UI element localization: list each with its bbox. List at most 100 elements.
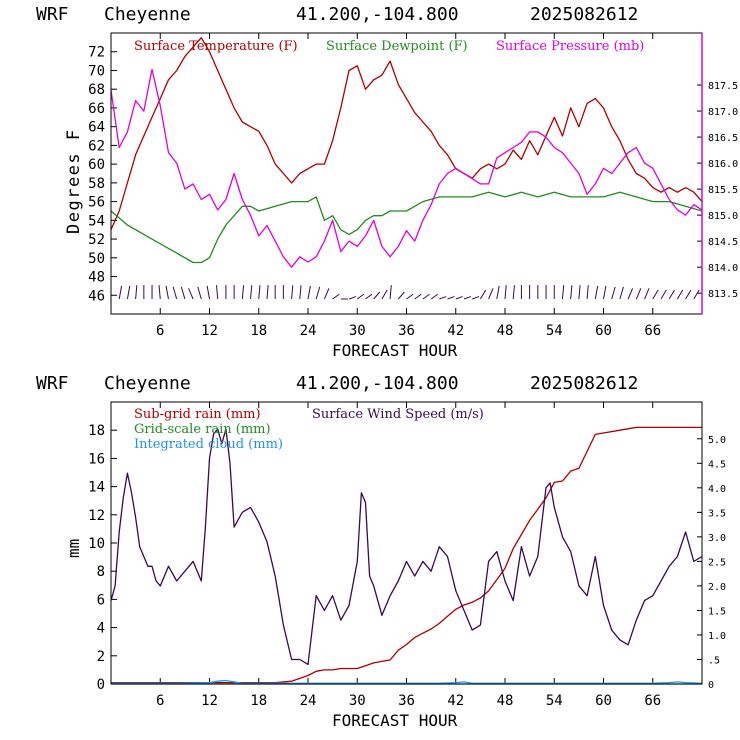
wind-barb: [299, 285, 302, 300]
y-tick-label: 54: [88, 213, 105, 229]
series-line-surface-pressure-mb: [110, 68, 703, 268]
y-tick-label: 70: [88, 63, 105, 79]
wind-barb: [660, 289, 667, 300]
wind-barb: [472, 296, 480, 300]
x-tick-label: 48: [497, 693, 514, 709]
wind-barb: [381, 289, 388, 300]
y2-tick-label: 816.5: [708, 133, 738, 144]
y2-tick-label: 815.5: [708, 185, 738, 196]
y-tick-label: 48: [88, 270, 105, 286]
wind-barb: [603, 285, 607, 300]
y-tick-label: 60: [88, 157, 105, 173]
y2-tick-label: 814.5: [708, 237, 738, 248]
chart2-header-run: 2025082612: [530, 373, 638, 394]
y2-tick-label: 817.0: [708, 107, 738, 118]
y-tick-label: 72: [88, 45, 105, 61]
wind-barb: [447, 296, 455, 300]
wind-barb: [180, 286, 186, 300]
wind-barb: [414, 293, 422, 300]
wind-barb: [215, 285, 219, 300]
chart1-header-station: Cheyenne: [104, 4, 191, 25]
chart1-header-run: 2025082612: [530, 4, 638, 25]
wind-barb: [635, 288, 642, 300]
series-line-integrated-cloud-mm: [111, 679, 703, 684]
legend-gridscale-rain: Grid-scale rain (mm): [134, 422, 271, 437]
wind-barb: [488, 288, 494, 300]
wind-barb: [118, 285, 123, 300]
y-tick-label: 10: [88, 536, 105, 552]
y-tick-label: 18: [88, 423, 105, 439]
x-tick-label: 66: [644, 693, 661, 709]
legend-surface-wind-speed: Surface Wind Speed (m/s): [312, 407, 484, 422]
x-tick-label: 18: [250, 323, 267, 339]
x-tick-label: 60: [595, 323, 612, 339]
series-line-surface-wind-speed-m-s: [110, 428, 703, 666]
wind-barb: [348, 296, 357, 300]
legend-subgrid-rain: Sub-grid rain (mm): [134, 407, 261, 422]
x-tick-label: 12: [201, 693, 218, 709]
y-tick-label: 2: [97, 649, 105, 665]
y-tick-label: 16: [88, 451, 105, 467]
series-line-surface-dewpoint-f: [110, 191, 703, 264]
wind-barb: [241, 285, 245, 300]
wind-barb: [479, 289, 487, 300]
y-tick-label: 14: [88, 480, 105, 496]
wind-barb: [430, 293, 438, 300]
y-tick-label: 68: [88, 82, 105, 98]
y2-tick-label: 2.5: [708, 557, 726, 568]
wind-barb: [323, 288, 330, 300]
wind-barb: [439, 296, 447, 300]
y-tick-label: 66: [88, 101, 105, 117]
wind-barb: [578, 285, 581, 300]
wind-barb: [315, 286, 321, 300]
series-line-surface-temperature-f: [110, 37, 703, 230]
wind-barb: [250, 285, 253, 300]
chart2-header-station: Cheyenne: [104, 373, 191, 394]
wind-barb: [594, 285, 599, 300]
wind-barb: [188, 288, 194, 300]
y-tick-label: 64: [88, 120, 105, 136]
chart2-header-model: WRF: [36, 373, 69, 394]
y2-tick-label: 815.0: [708, 211, 738, 222]
wind-barb: [397, 291, 405, 300]
y2-tick-label: .5: [708, 655, 720, 666]
x-tick-label: 42: [447, 323, 464, 339]
x-tick-label: 6: [156, 323, 164, 339]
x-tick-label: 6: [156, 693, 164, 709]
x-tick-label: 54: [546, 323, 563, 339]
x-tick-label: 24: [300, 323, 317, 339]
wind-barb: [652, 289, 659, 300]
y-tick-label: 52: [88, 232, 105, 248]
x-tick-label: 18: [250, 693, 267, 709]
wind-barb: [455, 296, 463, 300]
chart1-plot-frame: [110, 32, 703, 315]
wind-barb: [586, 285, 589, 300]
wind-barb: [561, 285, 565, 300]
x-tick-label: 36: [398, 693, 415, 709]
chart1-legend: Surface Temperature (F) Surface Dewpoint…: [134, 39, 644, 54]
x-tick-label: 12: [201, 323, 218, 339]
wind-barb: [307, 285, 311, 300]
wind-barb: [627, 288, 634, 300]
x-tick-label: 54: [546, 693, 563, 709]
chart2-plot-frame: [110, 401, 703, 685]
y2-tick-label: 3.0: [708, 533, 726, 544]
legend-integrated-cloud: Integrated cloud (mm): [134, 437, 283, 452]
chart1-header-model: WRF: [36, 4, 69, 25]
wind-barb: [172, 286, 178, 300]
wind-barb: [504, 285, 507, 300]
wind-barb: [373, 291, 381, 300]
legend-surface-temperature: Surface Temperature (F): [134, 39, 298, 54]
wind-barb: [570, 285, 573, 300]
temperature-pressure-chart: WRF Cheyenne 41.200,-104.800 2025082612 …: [36, 4, 738, 360]
wind-barb: [258, 285, 261, 300]
x-tick-label: 36: [398, 323, 415, 339]
y-tick-label: 0: [97, 677, 105, 693]
wind-barb: [463, 296, 472, 300]
wind-barb: [512, 285, 515, 300]
y-tick-label: 8: [97, 564, 105, 580]
wind-barb: [135, 285, 138, 300]
wind-barb: [332, 293, 340, 300]
chart2-header-coords: 41.200,-104.800: [296, 373, 459, 394]
y2-tick-label: 4.0: [708, 484, 726, 495]
